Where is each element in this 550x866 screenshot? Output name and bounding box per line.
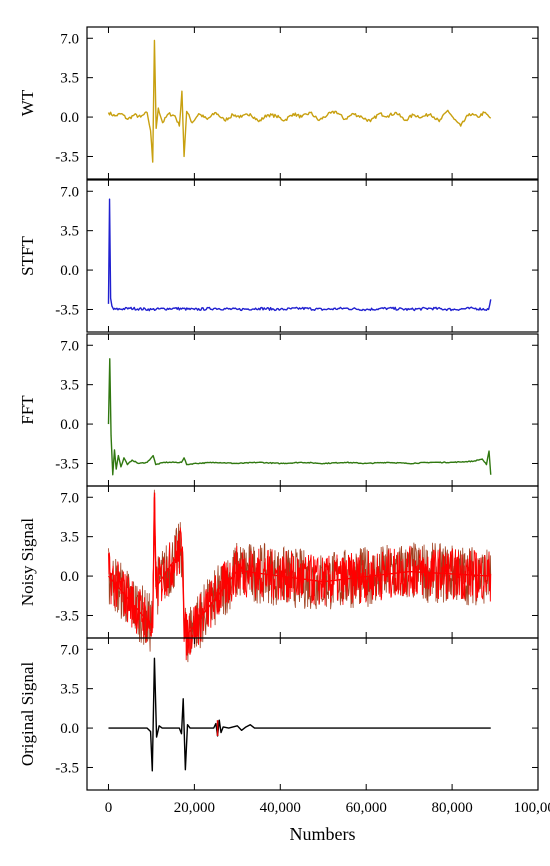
y-axis-label: FFT [18, 395, 37, 425]
panel-1: -3.5 0.0 3.5 7.0 WT [18, 26, 539, 180]
y-tick-label: -3.5 [55, 302, 79, 318]
panel-5: -3.5 0.0 3.5 7.0 Original Signal [18, 637, 539, 791]
y-tick-label: 7.0 [60, 31, 79, 47]
x-tick-label: 100,000 [514, 800, 550, 816]
y-axis-label: Noisy Signal [18, 518, 37, 607]
x-axis-label: Numbers [290, 824, 356, 844]
y-tick-label: 3.5 [60, 530, 79, 546]
y-tick-label: 3.5 [60, 71, 79, 87]
x-tick-label: 0 [105, 800, 113, 816]
x-tick-label: 60,000 [346, 800, 387, 816]
y-tick-label: 0.0 [60, 417, 79, 433]
y-tick-label: 7.0 [60, 642, 79, 658]
y-tick-label: 0.0 [60, 263, 79, 279]
noisy-signal-line-dark [108, 489, 492, 663]
original-signal-line [108, 657, 491, 772]
y-tick-label: 3.5 [60, 682, 79, 698]
stft-line [107, 198, 492, 312]
x-tick-label: 20,000 [174, 800, 215, 816]
panel-4: -3.5 0.0 3.5 7.0 Noisy Signal [18, 485, 539, 663]
noisy-signal-line [108, 492, 492, 661]
y-tick-label: -3.5 [55, 760, 79, 776]
y-tick-label: 7.0 [60, 490, 79, 506]
y-tick-label: -3.5 [55, 608, 79, 624]
panel-frame [86, 637, 539, 791]
panel-3: -3.5 0.0 3.5 7.0 FFT [18, 333, 539, 487]
noisy-signal-peaks [107, 497, 491, 640]
x-tick-label: 80,000 [431, 800, 472, 816]
y-tick-label: 3.5 [60, 378, 79, 394]
y-tick-label: 0.0 [60, 721, 79, 737]
panel-frame [86, 179, 539, 333]
y-tick-label: 7.0 [60, 338, 79, 354]
y-tick-label: -3.5 [55, 456, 79, 472]
fft-line [107, 358, 492, 476]
y-tick-label: -3.5 [55, 149, 79, 165]
x-tick-label: 40,000 [260, 800, 301, 816]
y-tick-label: 3.5 [60, 224, 79, 240]
y-tick-label: 0.0 [60, 110, 79, 126]
y-axis-label: STFT [18, 236, 37, 276]
panel-2: -3.5 0.0 3.5 7.0 STFT [18, 179, 539, 333]
y-tick-label: 0.0 [60, 569, 79, 585]
y-axis-label: WT [18, 89, 37, 116]
y-tick-label: 7.0 [60, 184, 79, 200]
y-axis-label: Original Signal [18, 662, 37, 767]
panel-frame [86, 26, 539, 180]
wt-line [107, 39, 492, 163]
